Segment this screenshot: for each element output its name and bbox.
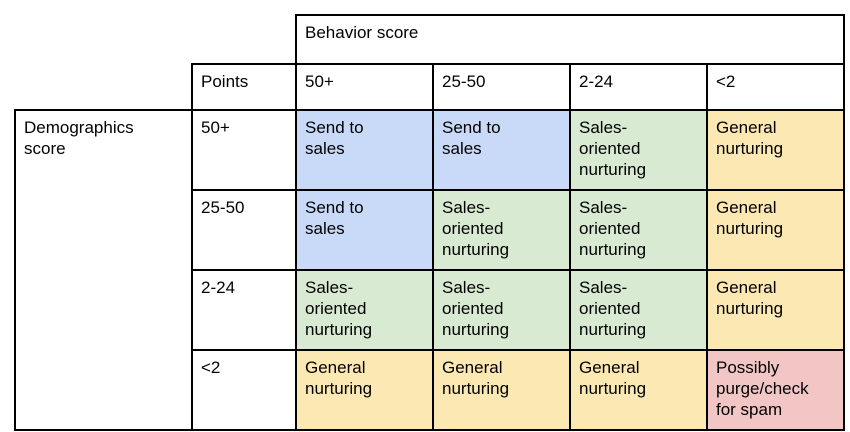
matrix-cell: Send to sales [295, 109, 434, 191]
row-points-label-25-50: 25-50 [191, 189, 297, 271]
demographics-score-label: Demographics score [24, 118, 134, 158]
matrix-cell-text: Send to sales [305, 118, 364, 158]
matrix-cell: General nurturing [706, 109, 845, 191]
matrix-cell: General nurturing [569, 349, 708, 431]
row-points-label-2-24: 2-24 [191, 269, 297, 351]
behavior-header-row: Behavior score [15, 14, 845, 65]
matrix-cell: Sales-oriented nurturing [569, 269, 708, 351]
matrix-cell-text: General nurturing [305, 358, 373, 398]
matrix-cell: General nurturing [295, 349, 434, 431]
demographics-score-axis-header: Demographics score [14, 109, 193, 431]
matrix-cell-text: Sales-oriented nurturing [442, 198, 510, 259]
matrix-row-2-24: 2-24 Sales-oriented nurturing Sales-orie… [15, 269, 845, 351]
matrix-cell-text: General nurturing [716, 118, 784, 158]
matrix-cell: Send to sales [295, 189, 434, 271]
matrix-cell: General nurturing [706, 189, 845, 271]
behavior-col-header-lt2: <2 [706, 63, 845, 111]
top-left-spacer [15, 15, 296, 64]
matrix-cell-text: General nurturing [442, 358, 510, 398]
matrix-cell: Sales-oriented nurturing [432, 269, 571, 351]
matrix-row-lt2: <2 General nurturing General nurturing G… [15, 349, 845, 431]
matrix-cell-text: Sales-oriented nurturing [579, 118, 647, 179]
row-points-label-lt2: <2 [191, 349, 297, 431]
matrix-cell-text: Send to sales [442, 118, 501, 158]
matrix-cell-text: Sales-oriented nurturing [579, 278, 647, 339]
matrix-cell-text: Send to sales [305, 198, 364, 238]
row-points-label-50plus: 50+ [191, 109, 297, 191]
matrix-cell: General nurturing [706, 269, 845, 351]
matrix-row-25-50: 25-50 Send to sales Sales-oriented nurtu… [15, 189, 845, 271]
matrix-cell-text: Sales-oriented nurturing [442, 278, 510, 339]
matrix-cell-text: Sales-oriented nurturing [579, 198, 647, 259]
matrix-cell-text: General nurturing [716, 198, 784, 238]
behavior-col-header-50plus: 50+ [295, 63, 434, 111]
behavior-col-header-2-24: 2-24 [569, 63, 708, 111]
matrix-cell: General nurturing [432, 349, 571, 431]
points-column-header: Points [191, 63, 297, 111]
matrix-cell: Sales-oriented nurturing [295, 269, 434, 351]
column-headers-row: Points 50+ 25-50 2-24 <2 [15, 63, 845, 111]
matrix-cell-text: Possibly purge/check for spam [716, 358, 809, 419]
behavior-col-header-25-50: 25-50 [432, 63, 571, 111]
matrix-cell-text: Sales-oriented nurturing [305, 278, 373, 339]
left-spacer [15, 64, 192, 110]
matrix-row-50plus: Demographics score 50+ Send to sales Sen… [14, 109, 845, 431]
matrix-cell: Sales-oriented nurturing [569, 109, 708, 191]
behavior-score-axis-header: Behavior score [295, 14, 845, 65]
matrix-cell: Sales-oriented nurturing [432, 189, 571, 271]
matrix-cell: Sales-oriented nurturing [569, 189, 708, 271]
matrix-cell: Possibly purge/check for spam [706, 349, 845, 431]
matrix-cell-text: General nurturing [716, 278, 784, 318]
lead-scoring-matrix-table: Behavior score Points 50+ 25-50 2-24 <2 … [14, 14, 845, 431]
matrix-cell: Send to sales [432, 109, 571, 191]
matrix-cell-text: General nurturing [579, 358, 647, 398]
